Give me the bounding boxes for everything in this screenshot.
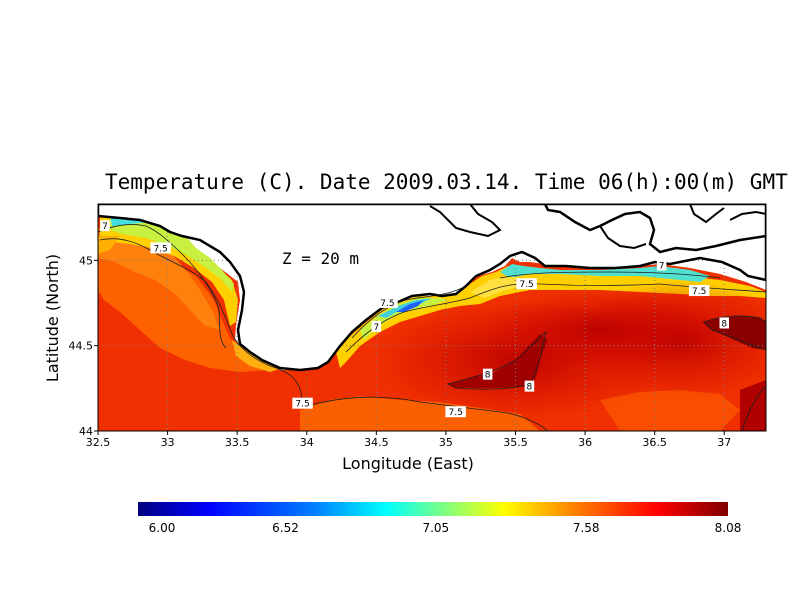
contour-label-text: 8 [485, 371, 491, 381]
colorbar-label: 8.08 [715, 521, 742, 535]
y-tick-label: 45 [79, 254, 93, 267]
contour-label-box [371, 320, 382, 332]
contour-label-text: 7.5 [153, 244, 167, 254]
contour-label-text: 7 [373, 323, 379, 333]
x-tick-label: 34 [300, 436, 314, 449]
x-tick-label: 33.5 [225, 436, 250, 449]
y-tick-label: 44.5 [69, 340, 94, 353]
contour-label: 7.5 [445, 406, 466, 418]
contour-label-box [719, 317, 729, 329]
contour-label-box [445, 406, 466, 418]
colorbar [138, 502, 728, 516]
contour-label: 8 [719, 317, 729, 329]
depth-label: Z = 20 m [282, 249, 359, 268]
contour-label-box [516, 278, 537, 290]
x-tick-label: 36 [578, 436, 592, 449]
contour-label-box [656, 259, 667, 271]
y-axis-label: Latitude (North) [43, 254, 62, 382]
contour-label-box [150, 242, 171, 254]
contour-label-text: 7 [659, 261, 665, 271]
contour-label-text: 7.5 [692, 287, 706, 297]
contour-label-box [377, 296, 398, 308]
colorbar-label: 6.52 [272, 521, 299, 535]
contour-label-box [688, 285, 710, 297]
contour-label-box [292, 397, 313, 409]
colorbar-label: 7.05 [422, 521, 449, 535]
contour-label: 7.5 [516, 278, 537, 290]
map-title: Temperature (C). Date 2009.03.14. Time 0… [105, 170, 788, 194]
x-tick-label: 32.5 [86, 436, 111, 449]
colorbar-label: 7.58 [573, 521, 600, 535]
contour-label: 7.5 [292, 397, 313, 410]
temperature-field [98, 214, 766, 431]
contour-label: 7.5 [150, 242, 171, 254]
x-tick-label: 35.5 [503, 436, 528, 449]
y-axis-ticks: 44 44.5 45 [69, 254, 98, 438]
x-tick-label: 35 [439, 436, 453, 449]
x-tick-label: 33 [161, 436, 175, 449]
contour-label-text: 7 [102, 222, 108, 232]
contour-labels: 7 7.5 7 7.5 7.5 7.5 8 8 7.5 7 7.5 8 [100, 220, 729, 418]
contour-label: 7 [371, 320, 382, 333]
y-tick-label: 44 [79, 425, 93, 438]
contour-label: 8 [524, 380, 535, 393]
contour-label: 8 [482, 368, 493, 381]
x-tick-label: 36.5 [642, 436, 667, 449]
contour-label: 7 [100, 220, 110, 232]
map-frame [97, 203, 767, 432]
contour-label-text: 7.5 [380, 299, 394, 309]
contour-label-text: 7.5 [519, 280, 533, 290]
contour-label-box [482, 368, 493, 380]
contour-label-text: 8 [721, 319, 727, 329]
x-tick-label: 37 [717, 436, 731, 449]
contour-label-text: 7.5 [295, 400, 309, 410]
colorbar-labels: 6.00 6.52 7.05 7.58 8.08 [149, 521, 742, 535]
x-axis-label: Longitude (East) [342, 454, 474, 473]
contour-label: 7.5 [377, 296, 398, 309]
contour-label-text: 7.5 [448, 408, 462, 418]
contour-label: 7.5 [688, 285, 710, 297]
contour-label-text: 8 [527, 383, 533, 393]
x-axis-ticks: 32.5 33 33.5 34 34.5 35 35.5 36 36.5 37 [86, 431, 731, 449]
contour-label: 7 [656, 259, 667, 271]
x-tick-label: 34.5 [364, 436, 389, 449]
colorbar-label: 6.00 [149, 521, 176, 535]
contour-label-box [524, 380, 535, 392]
contour-label-box [100, 220, 110, 232]
